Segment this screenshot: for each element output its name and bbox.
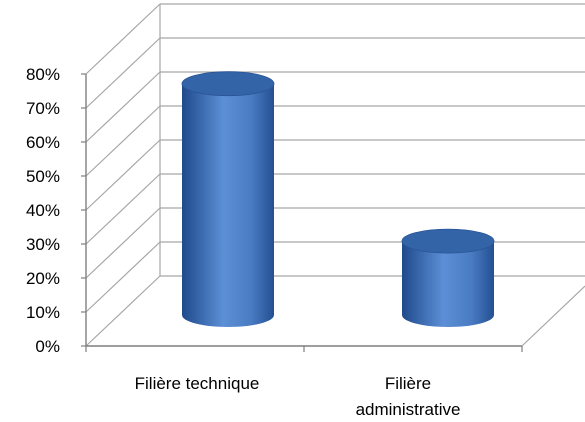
gridline-side [85,173,161,245]
gridline-side [85,139,161,211]
x-category-label-line: Filière [385,374,431,393]
y-tick-label: 60% [26,133,60,152]
gridline-side [85,3,161,75]
gridline-side [85,275,161,347]
x-category-label-line: Filière technique [135,374,260,393]
gridline-side [85,71,161,143]
y-tick-label: 30% [26,235,60,254]
bar-body [182,83,274,327]
bar-0 [181,71,275,327]
y-tick-label: 80% [26,65,60,84]
bar-top [181,71,275,97]
gridline-side [85,105,161,177]
x-category-label: Filière technique [135,374,260,393]
bars [181,71,495,327]
x-category-label-line: administrative [356,400,461,419]
gridline-side [85,37,161,109]
axes [81,73,523,352]
y-tick-label: 20% [26,269,60,288]
y-tick-label: 0% [35,337,60,356]
gridlines [85,3,585,347]
bar-1 [401,228,495,327]
bar-body [402,241,494,327]
x-category-label: Filière administrative [356,374,461,419]
floor-right-edge [521,285,585,347]
y-tick-label: 70% [26,99,60,118]
gridline-side [85,207,161,279]
y-axis-tick-labels: 0% 10% 20% 30% 40% 50% 60% 70% 80% [26,65,60,356]
y-tick-label: 10% [26,303,60,322]
y-tick-label: 50% [26,167,60,186]
gridline-side [85,241,161,313]
y-tick-label: 40% [26,201,60,220]
x-axis-category-labels: Filière technique Filière administrative [135,374,461,419]
bar-top [401,228,495,254]
